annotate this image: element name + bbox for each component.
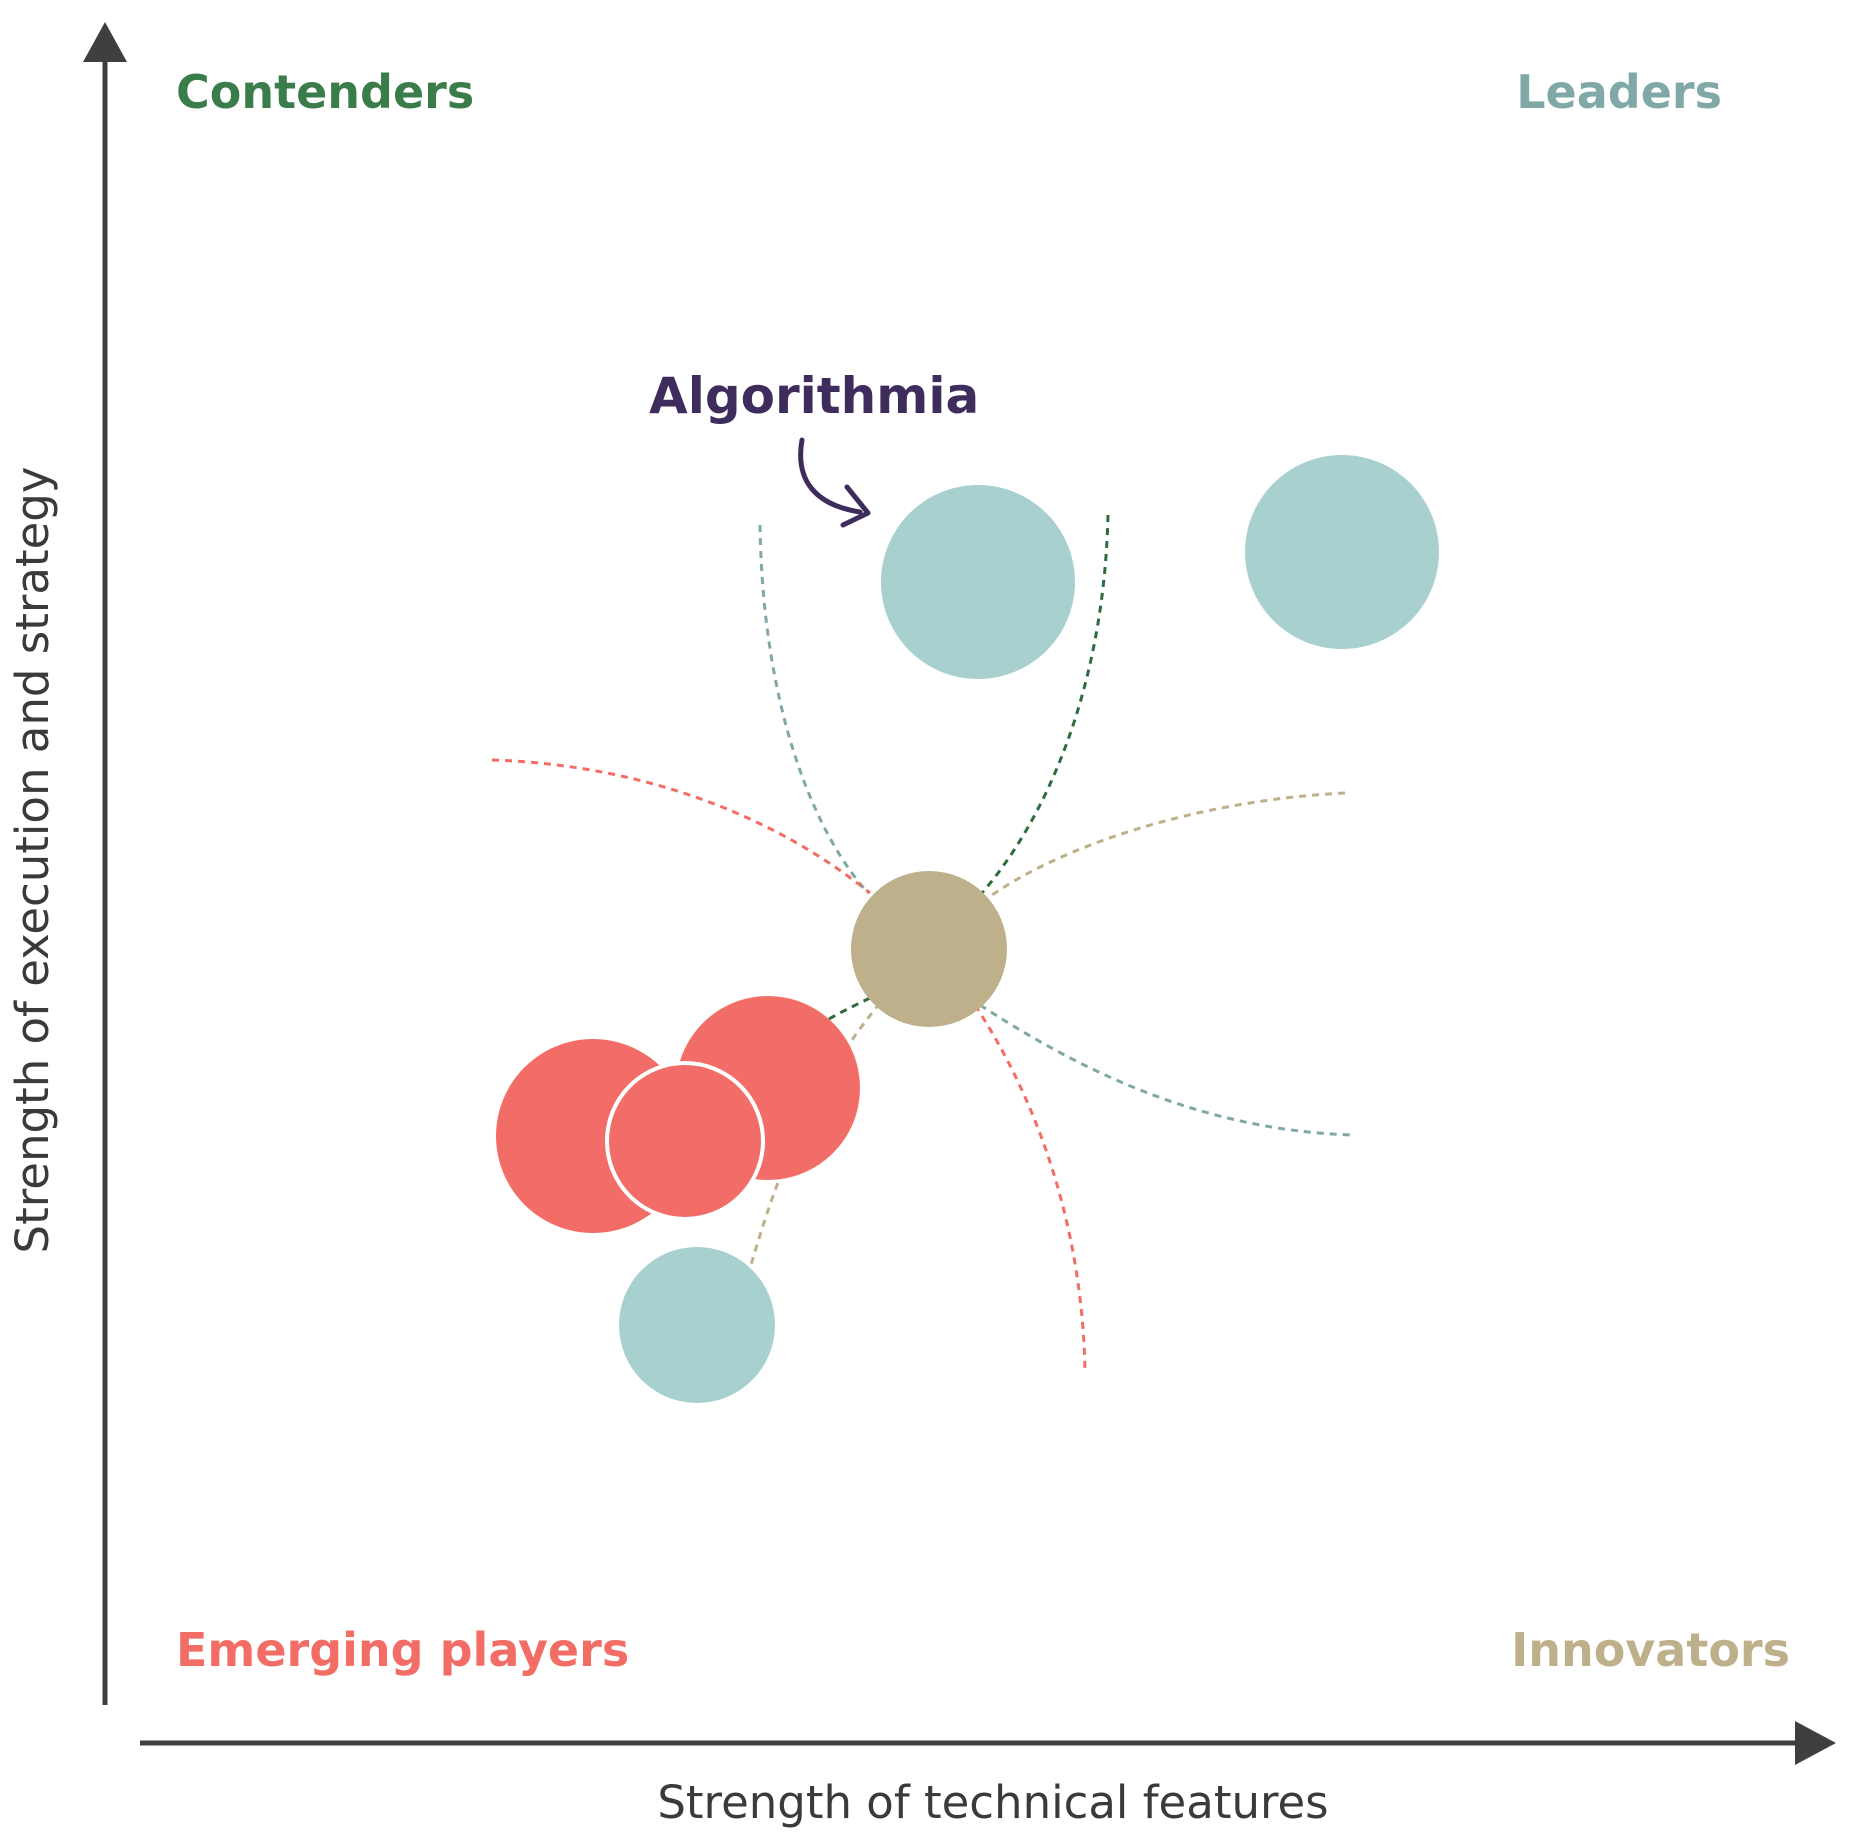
callout-arrow-icon bbox=[798, 437, 863, 515]
x-axis-arrow-icon bbox=[1795, 1721, 1836, 1765]
quadrant-label-leaders: Leaders bbox=[1516, 65, 1722, 119]
x-axis-label: Strength of technical features bbox=[657, 1776, 1328, 1829]
bubble-leader bbox=[1245, 455, 1439, 649]
bubble-emerging-small bbox=[605, 1061, 765, 1221]
quadrant-label-innovators: Innovators bbox=[1511, 1623, 1790, 1677]
bubbles bbox=[496, 455, 1439, 1403]
divider-curve-red-left bbox=[491, 758, 871, 895]
quadrant-label-emerging-players: Emerging players bbox=[176, 1623, 629, 1677]
quadrant-label-contenders: Contenders bbox=[176, 65, 474, 119]
axes bbox=[83, 22, 1836, 1765]
divider-curve-green-upper bbox=[980, 514, 1110, 894]
bubble-center bbox=[851, 871, 1007, 1027]
bubble-algorithmia bbox=[881, 485, 1075, 679]
bubble-teal-bottom bbox=[619, 1247, 775, 1403]
callout-arrowhead-icon bbox=[840, 484, 871, 528]
divider-curve-tan-right bbox=[984, 791, 1346, 902]
y-axis-arrow-icon bbox=[83, 22, 127, 62]
divider-curve-teal-lower bbox=[979, 1003, 1353, 1137]
divider-curve-red-lower bbox=[973, 1004, 1087, 1373]
y-axis-label: Strength of execution and strategy bbox=[6, 467, 59, 1254]
algorithmia-callout-label: Algorithmia bbox=[649, 367, 979, 425]
divider-curve-teal-upper bbox=[758, 524, 870, 895]
